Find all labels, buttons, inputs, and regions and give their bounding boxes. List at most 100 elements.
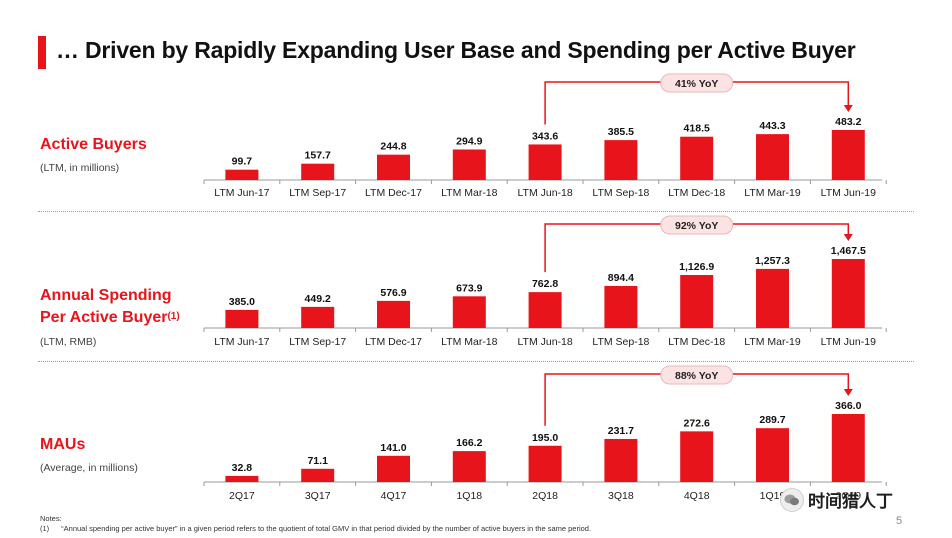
data-label: 762.8	[532, 278, 558, 290]
bar	[528, 292, 562, 328]
bar	[680, 136, 714, 180]
bar	[452, 451, 486, 482]
x-tick-label: 4Q17	[381, 490, 407, 502]
x-tick-label: 3Q17	[305, 490, 331, 502]
bar	[377, 154, 410, 180]
yoy-arrowhead	[843, 234, 853, 241]
section-sub-annual-spending: (LTM, RMB)	[40, 336, 97, 348]
data-label: 366.0	[835, 400, 861, 412]
x-tick-label: LTM Mar-19	[744, 336, 801, 348]
x-tick-label: 2Q17	[229, 490, 255, 502]
x-tick-label: LTM Sep-18	[592, 187, 649, 199]
footnote-mark: (1)	[167, 311, 180, 322]
yoy-badge	[660, 73, 734, 93]
section-divider	[38, 361, 914, 362]
x-tick-label: LTM Sep-17	[289, 187, 346, 199]
section-sub-maus: (Average, in millions)	[40, 462, 138, 474]
section-label-maus: MAUs	[40, 434, 85, 456]
x-tick-label: LTM Jun-19	[821, 187, 876, 199]
x-tick-label: LTM Jun-18	[517, 336, 572, 348]
wechat-icon	[780, 487, 804, 512]
bar	[225, 475, 259, 482]
bar	[756, 134, 789, 180]
bar	[301, 306, 335, 328]
data-label: 1,467.5	[831, 245, 866, 257]
data-label: 141.0	[380, 442, 406, 454]
x-tick-label: LTM Dec-18	[668, 336, 725, 348]
data-label: 231.7	[608, 425, 634, 437]
yoy-arrowhead	[843, 389, 853, 396]
bar	[301, 163, 335, 180]
section-label-active-buyers: Active Buyers	[40, 134, 147, 156]
data-label: 99.7	[232, 156, 253, 168]
note-text: “Annual spending per active buyer” in a …	[61, 524, 592, 533]
data-label: 71.1	[307, 455, 328, 467]
x-tick-label: LTM Jun-19	[821, 336, 876, 348]
x-tick-label: 1Q19	[760, 490, 786, 502]
page-number: 5	[896, 515, 903, 527]
watermark: 时间猎人丁	[780, 487, 893, 512]
bar	[831, 130, 865, 180]
yoy-badge-text: 41% YoY	[675, 78, 718, 90]
x-tick-label: LTM Jun-18	[517, 187, 572, 199]
x-tick-label: LTM Dec-18	[668, 187, 725, 199]
bar	[225, 169, 259, 180]
x-tick-label: LTM Jun-17	[214, 336, 269, 348]
x-tick-label: LTM Sep-17	[289, 336, 346, 348]
data-label: 157.7	[305, 150, 331, 162]
x-tick-label: LTM Dec-17	[365, 187, 422, 199]
notes: Notes: (1) “Annual spending per active bu…	[40, 514, 591, 534]
data-label: 443.3	[759, 120, 785, 132]
x-tick-label: LTM Dec-17	[365, 336, 422, 348]
data-label: 1,257.3	[755, 255, 790, 267]
yoy-badge	[660, 215, 734, 235]
bar	[604, 438, 638, 482]
bar	[528, 144, 562, 180]
bar	[301, 468, 335, 482]
x-tick-label: LTM Sep-18	[592, 336, 649, 348]
bar	[225, 309, 259, 328]
data-label: 449.2	[305, 293, 331, 305]
data-label: 343.6	[532, 130, 558, 142]
bar	[604, 140, 638, 180]
section-label-line: Annual Spending	[40, 287, 172, 304]
bar	[452, 296, 486, 328]
bar	[831, 259, 865, 328]
x-tick-label: LTM Mar-18	[441, 336, 498, 348]
x-tick-label: 2Q19	[835, 490, 861, 502]
data-label: 418.5	[684, 123, 710, 135]
notes-heading: Notes:	[40, 514, 62, 523]
data-label: 1,126.9	[679, 261, 714, 273]
yoy-badge	[660, 365, 734, 385]
data-label: 483.2	[835, 116, 861, 128]
bar	[604, 285, 638, 328]
x-tick-label: 4Q18	[684, 490, 710, 502]
section-sub-active-buyers: (LTM, in millions)	[40, 162, 120, 174]
data-label: 195.0	[532, 432, 558, 444]
data-label: 385.0	[229, 296, 255, 308]
yoy-badge-text: 92% YoY	[675, 220, 718, 232]
note-item: (1) “Annual spending per active buyer” in…	[40, 524, 591, 534]
bar	[528, 445, 562, 482]
section-divider	[38, 211, 914, 212]
x-tick-label: 3Q18	[608, 490, 634, 502]
data-label: 244.8	[380, 141, 406, 153]
x-tick-label: 1Q18	[456, 490, 482, 502]
page-title: … Driven by Rapidly Expanding User Base …	[56, 37, 856, 63]
bar	[756, 268, 789, 328]
bar	[377, 455, 410, 482]
section-label-line: Per Active Buyer	[40, 309, 168, 326]
data-label: 166.2	[456, 437, 482, 449]
bar	[756, 428, 789, 482]
title-accent-bar	[38, 36, 46, 69]
x-tick-label: 2Q18	[532, 490, 558, 502]
x-tick-label: LTM Mar-19	[744, 187, 801, 199]
data-label: 272.6	[684, 417, 710, 429]
data-label: 385.5	[608, 126, 634, 138]
data-label: 894.4	[608, 272, 634, 284]
bar	[680, 431, 714, 482]
section-label-line: MAUs	[40, 436, 86, 453]
note-number: (1)	[40, 524, 50, 533]
yoy-badge-text: 88% YoY	[675, 370, 718, 382]
